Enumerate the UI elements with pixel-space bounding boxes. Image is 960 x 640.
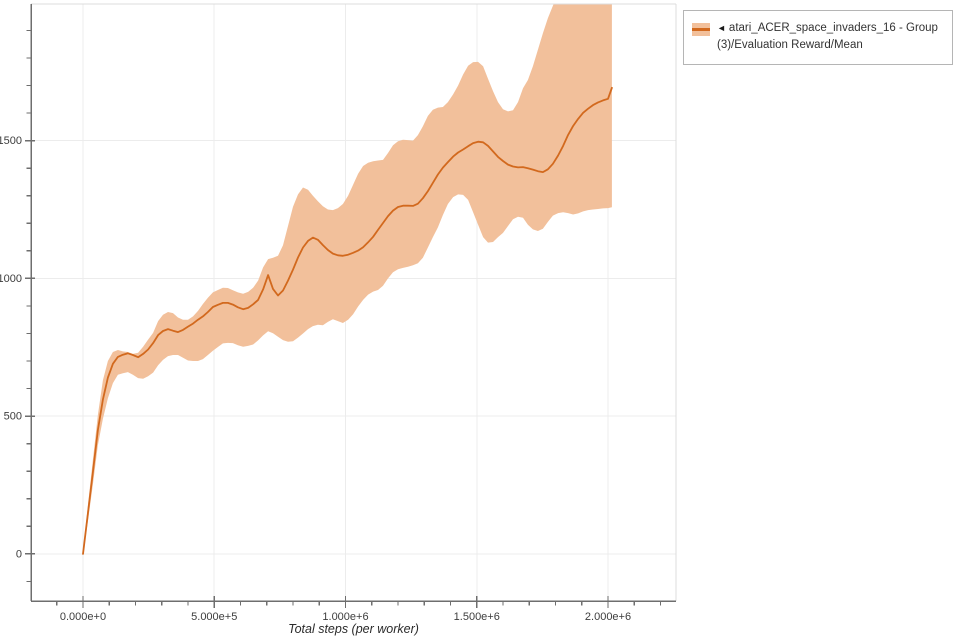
- x-tick-label: 2.000e+6: [585, 611, 631, 623]
- series-line-icon: [692, 28, 710, 31]
- x-tick-label: 1.000e+6: [322, 611, 368, 623]
- x-tick-label: 0.000e+0: [60, 611, 106, 623]
- x-tick-label: 1.500e+6: [454, 611, 500, 623]
- legend-label: ◄ atari_ACER_space_invaders_16 - Group(3)…: [717, 20, 944, 54]
- y-tick-label: 0: [16, 548, 22, 560]
- y-tick-label: 1000: [0, 273, 22, 285]
- collapse-triangle-icon[interactable]: ◄: [717, 23, 726, 33]
- x-axis-title: Total steps (per worker): [288, 622, 419, 636]
- series-swatch-icon: [692, 23, 710, 36]
- y-tick-label: 500: [4, 411, 22, 423]
- legend[interactable]: ◄ atari_ACER_space_invaders_16 - Group(3)…: [683, 10, 953, 65]
- series-name: atari_ACER_space_invaders_16 - Group(3)/…: [717, 22, 938, 51]
- x-tick-label: 5.000e+5: [191, 611, 237, 623]
- y-tick-label: 1500: [0, 135, 22, 147]
